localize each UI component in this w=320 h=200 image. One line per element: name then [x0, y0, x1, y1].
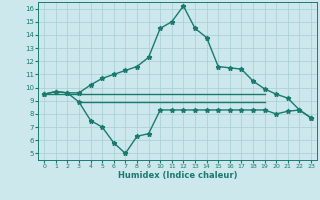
X-axis label: Humidex (Indice chaleur): Humidex (Indice chaleur)	[118, 171, 237, 180]
